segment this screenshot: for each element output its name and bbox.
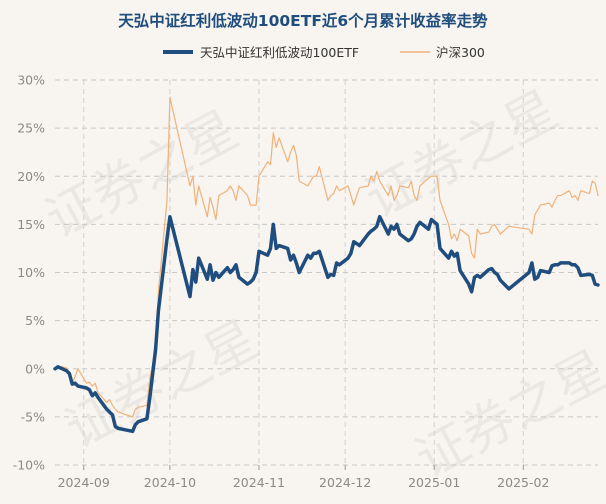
y-tick-label: 30% bbox=[17, 73, 45, 88]
y-tick-label: 0% bbox=[25, 361, 45, 376]
y-tick-label: -10% bbox=[13, 458, 45, 473]
y-tick-label: 20% bbox=[17, 169, 45, 184]
y-tick-label: 15% bbox=[17, 217, 45, 232]
x-tick-label: 2024-09 bbox=[58, 475, 110, 490]
y-axis: 30% 25% 20% 15% 10% 5% 0% -5% -10% bbox=[13, 73, 45, 473]
x-tick-label: 2024-10 bbox=[144, 475, 196, 490]
watermark-text: 证券之星 bbox=[356, 80, 568, 231]
x-tick-label: 2025-02 bbox=[497, 475, 549, 490]
legend-label: 沪深300 bbox=[436, 45, 485, 60]
series-lines bbox=[53, 96, 600, 434]
grid bbox=[55, 79, 598, 466]
y-tick-label: 5% bbox=[25, 313, 45, 328]
legend: 天弘中证红利低波动100ETF 沪深300 bbox=[163, 45, 485, 60]
watermark-text: 证券之星 bbox=[36, 100, 248, 251]
y-tick-label: 25% bbox=[17, 121, 45, 136]
watermark-text: 证券之星 bbox=[406, 340, 606, 491]
y-tick-label: -5% bbox=[21, 409, 45, 424]
watermark-text: 证券之星 bbox=[56, 310, 268, 461]
x-tick-label: 2024-12 bbox=[319, 475, 371, 490]
y-tick-label: 10% bbox=[17, 265, 45, 280]
x-tick-label: 2024-11 bbox=[233, 475, 285, 490]
series-line-fund bbox=[53, 214, 600, 434]
series-line-csi300 bbox=[54, 96, 599, 418]
x-axis: 2024-09 2024-10 2024-11 2024-12 2025-01 2025-… bbox=[58, 465, 549, 490]
x-tick-label: 2025-01 bbox=[408, 475, 460, 490]
chart-title: 天弘中证红利低波动100ETF近6个月累计收益率走势 bbox=[118, 11, 488, 30]
legend-label: 天弘中证红利低波动100ETF bbox=[200, 45, 359, 60]
